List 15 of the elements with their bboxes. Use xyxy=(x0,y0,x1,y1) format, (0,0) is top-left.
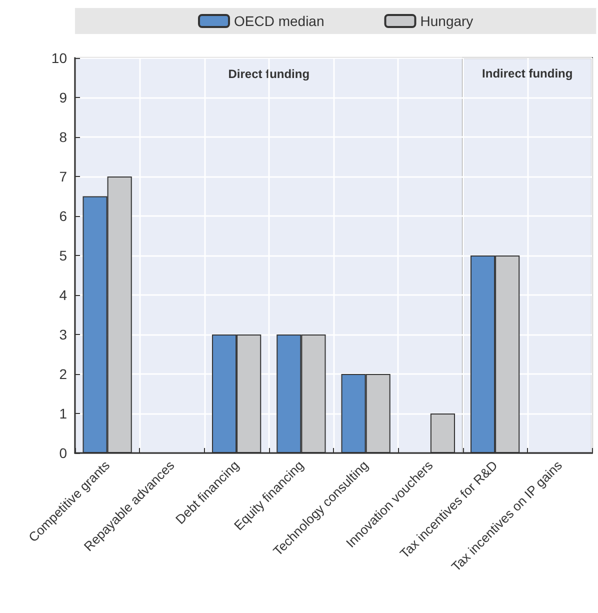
y-tick-label: 3 xyxy=(59,326,68,342)
y-tick-label: 6 xyxy=(59,208,68,224)
y-tick-label: 1 xyxy=(59,406,68,422)
y-tick-label: 2 xyxy=(59,366,68,382)
legend-label: Hungary xyxy=(420,13,474,29)
y-tick-label: 10 xyxy=(51,50,68,66)
band-label: Direct funding xyxy=(228,67,310,81)
y-tick-label: 7 xyxy=(59,168,68,184)
y-tick-label: 0 xyxy=(59,445,68,461)
y-tick-label: 4 xyxy=(59,287,68,303)
y-tick-label: 8 xyxy=(59,129,68,145)
y-tick-label: 9 xyxy=(59,90,68,106)
legend-label: OECD median xyxy=(234,13,324,29)
band-label: Indirect funding xyxy=(482,66,573,80)
y-tick-label: 5 xyxy=(59,248,68,264)
